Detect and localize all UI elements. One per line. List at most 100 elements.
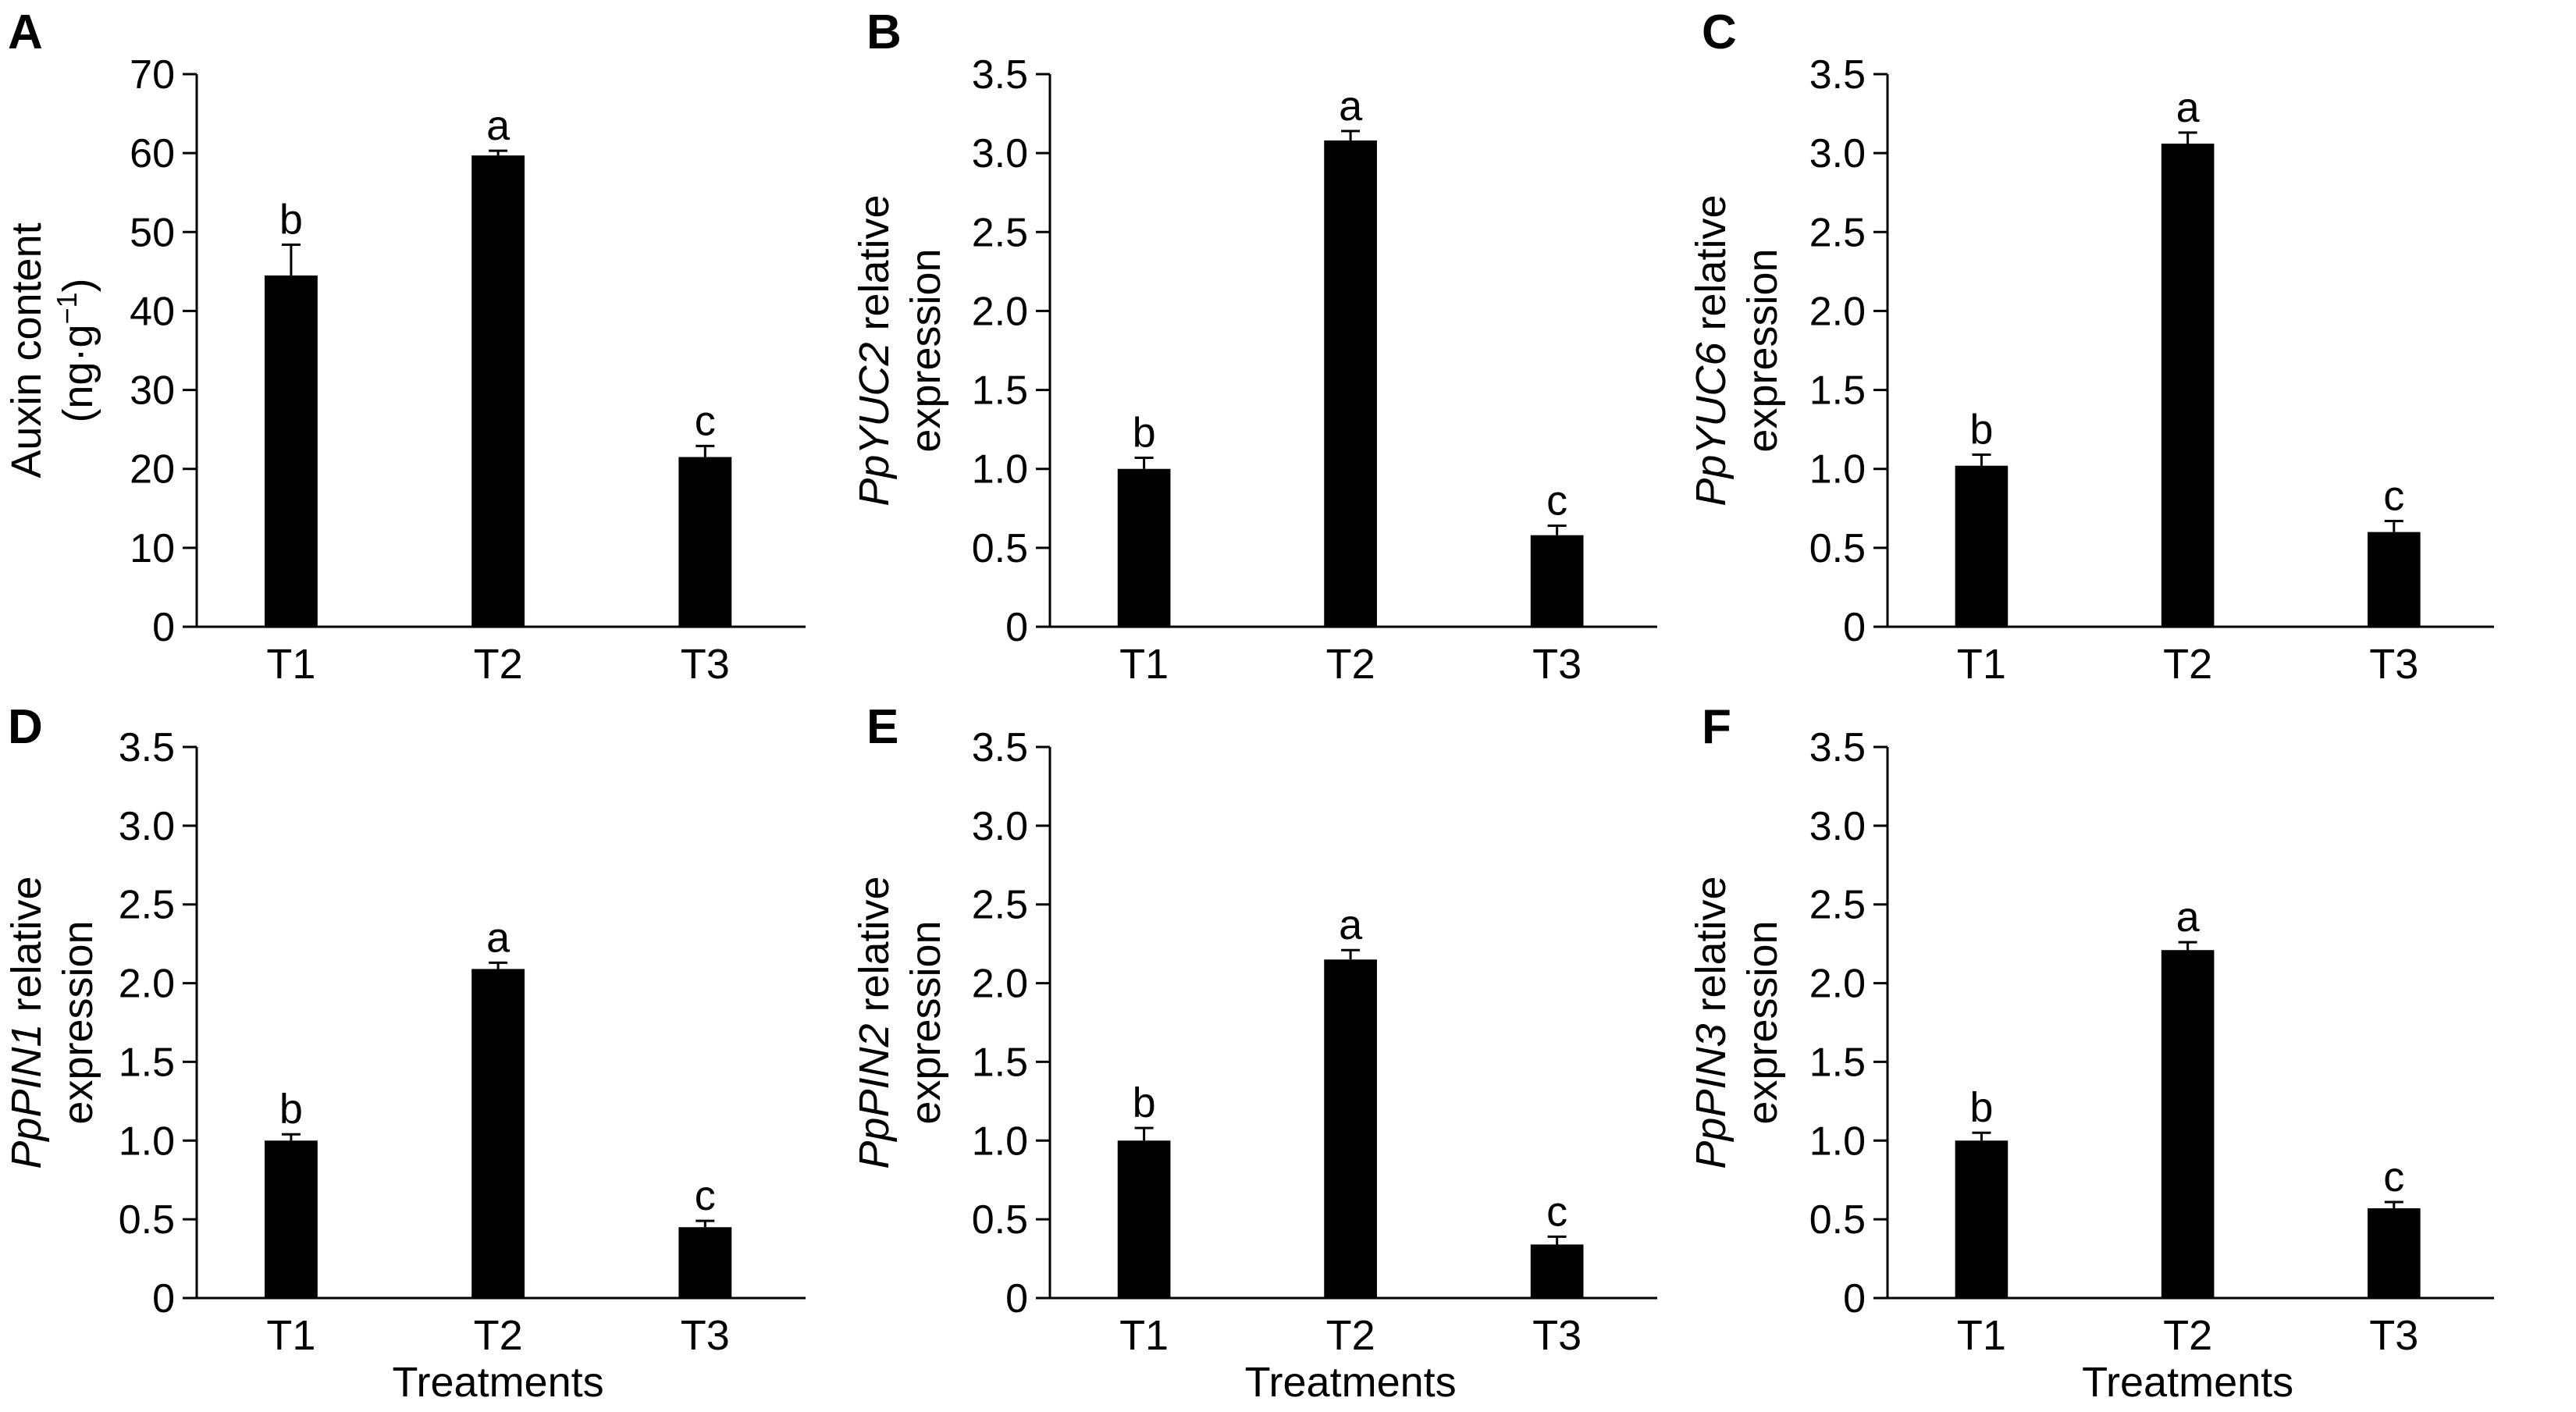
category-label: T1 xyxy=(1119,641,1169,688)
bar-t3 xyxy=(1530,535,1584,627)
bar-t3 xyxy=(1530,1244,1584,1298)
y-axis-title-line2: expression xyxy=(902,920,949,1124)
bar-t2 xyxy=(2161,144,2215,627)
y-tick-label: 0.5 xyxy=(1809,1197,1866,1243)
y-tick-label: 2.0 xyxy=(1809,289,1866,334)
y-tick-label: 0.5 xyxy=(972,526,1028,571)
y-tick-label: 2.5 xyxy=(1809,883,1866,928)
y-tick-label: 3.0 xyxy=(972,131,1028,176)
category-label: T2 xyxy=(2163,1312,2212,1359)
category-label: T2 xyxy=(2163,641,2212,688)
bar-t2 xyxy=(471,155,525,628)
y-tick-label: 1.5 xyxy=(1809,1040,1866,1085)
bar-t1 xyxy=(1117,468,1171,627)
y-tick-label: 60 xyxy=(130,131,175,176)
y-tick-label: 0.5 xyxy=(972,1197,1028,1243)
y-tick-label: 2.0 xyxy=(119,962,175,1007)
panel-letter: D xyxy=(8,700,43,754)
bar-t3 xyxy=(678,1227,732,1298)
y-axis-title-line2: expression xyxy=(55,920,101,1124)
y-axis-title: PpYUC6 relative xyxy=(1688,194,1735,506)
significance-label: c xyxy=(1546,1188,1567,1235)
bar-t2 xyxy=(471,969,525,1298)
y-tick-label: 2.5 xyxy=(119,883,175,928)
y-axis-title-line2: expression xyxy=(902,248,949,452)
y-tick-label: 3.5 xyxy=(1809,52,1866,98)
y-tick-label: 3.0 xyxy=(1809,131,1866,176)
y-axis-title: Auxin content xyxy=(3,222,50,478)
category-label: T2 xyxy=(474,1312,523,1359)
significance-label: c xyxy=(2383,1154,2404,1200)
category-label: T3 xyxy=(681,641,730,688)
bar-t3 xyxy=(2367,532,2421,627)
bar-t1 xyxy=(1955,1140,2008,1298)
y-tick-label: 2.0 xyxy=(972,289,1028,334)
bar-t1 xyxy=(1955,465,2008,627)
significance-label: a xyxy=(2176,894,2201,941)
y-tick-label: 3.5 xyxy=(972,725,1028,770)
significance-label: c xyxy=(2383,472,2404,519)
significance-label: c xyxy=(1546,478,1567,525)
y-axis-title-line2: expression xyxy=(1739,248,1786,452)
category-label: T1 xyxy=(266,1312,315,1359)
y-tick-label: 1.5 xyxy=(1809,368,1866,414)
bar-t3 xyxy=(2367,1208,2421,1298)
significance-label: a xyxy=(486,914,511,961)
y-tick-label: 20 xyxy=(130,447,175,493)
significance-label: a xyxy=(1339,902,1363,948)
y-tick-label: 70 xyxy=(130,52,175,98)
category-label: T1 xyxy=(1957,1312,2006,1359)
y-tick-label: 0 xyxy=(152,605,175,650)
category-label: T3 xyxy=(1532,1312,1582,1359)
y-tick-label: 10 xyxy=(130,526,175,571)
y-tick-label: 1.5 xyxy=(972,368,1028,414)
y-tick-label: 3.5 xyxy=(119,725,175,770)
y-tick-label: 0 xyxy=(1843,1276,1866,1321)
bar-t1 xyxy=(264,275,318,627)
panel-d: D 0 0.5 1.0 1.5 2.0 2.5 3.0 3.5 b T1 a T2 c T3 Treatmen… xyxy=(3,700,806,1406)
y-axis-title-line2: expression xyxy=(1739,920,1786,1124)
bar-t1 xyxy=(1117,1140,1171,1298)
y-tick-label: 50 xyxy=(130,210,175,255)
y-tick-label: 1.0 xyxy=(972,1119,1028,1164)
y-tick-label: 3.5 xyxy=(972,52,1028,98)
category-label: T1 xyxy=(1957,641,2006,688)
panel-e: E 0 0.5 1.0 1.5 2.0 2.5 3.0 3.5 b T1 a T2 c T3 Treatmen… xyxy=(851,700,1657,1406)
y-tick-label: 1.5 xyxy=(119,1040,175,1085)
y-tick-label: 3.5 xyxy=(1809,725,1866,770)
y-tick-label: 0 xyxy=(1005,605,1028,650)
significance-label: a xyxy=(1339,83,1363,130)
y-tick-label: 2.5 xyxy=(1809,210,1866,255)
x-axis-title: Treatments xyxy=(2082,1359,2293,1406)
category-label: T3 xyxy=(681,1312,730,1359)
panel-c: C 0 0.5 1.0 1.5 2.0 2.5 3.0 3.5 b T1 a T2 c T3 PpYUC6 r… xyxy=(1688,5,2494,688)
panel-letter: A xyxy=(8,5,43,59)
bar-t2 xyxy=(1324,140,1377,627)
panel-letter: C xyxy=(1702,5,1737,59)
y-tick-label: 2.0 xyxy=(972,962,1028,1007)
y-axis-title: (ng·g−1) xyxy=(51,278,101,422)
significance-label: b xyxy=(1969,407,1993,453)
significance-label: a xyxy=(2176,84,2201,131)
category-label: T1 xyxy=(1119,1312,1169,1359)
y-axis-title: PpPIN3 relative xyxy=(1688,876,1735,1168)
category-label: T1 xyxy=(266,641,315,688)
y-tick-label: 40 xyxy=(130,289,175,334)
y-tick-label: 1.5 xyxy=(972,1040,1028,1085)
y-tick-label: 2.5 xyxy=(972,210,1028,255)
y-tick-label: 3.0 xyxy=(972,804,1028,849)
y-tick-label: 30 xyxy=(130,368,175,414)
panel-letter: B xyxy=(866,5,902,59)
x-axis-title: Treatments xyxy=(1245,1359,1457,1406)
y-tick-label: 0 xyxy=(1843,605,1866,650)
y-tick-label: 0 xyxy=(1005,1276,1028,1321)
bar-t3 xyxy=(678,457,732,627)
significance-label: a xyxy=(486,102,511,149)
significance-label: b xyxy=(1969,1084,1993,1131)
y-tick-label: 1.0 xyxy=(972,447,1028,493)
category-label: T3 xyxy=(2369,1312,2418,1359)
significance-label: b xyxy=(279,1086,303,1133)
category-label: T2 xyxy=(1326,1312,1375,1359)
bar-t2 xyxy=(2161,950,2215,1298)
